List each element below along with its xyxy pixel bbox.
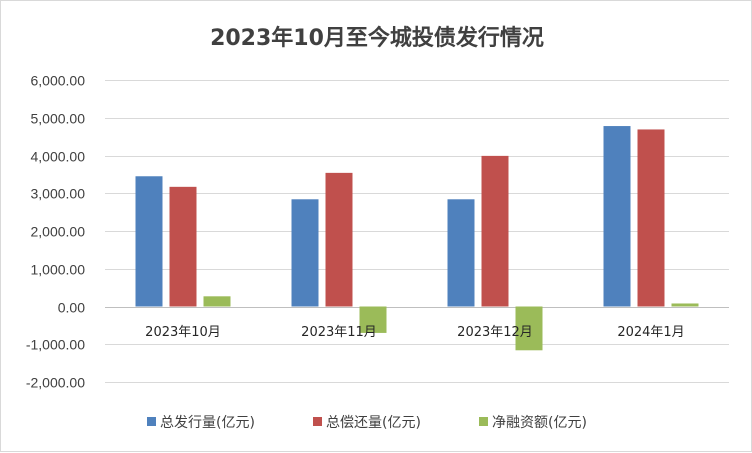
- bar-series-3-cat-2: [359, 306, 387, 333]
- y-tick-label: 3,000.00: [31, 186, 86, 202]
- legend-swatch: [479, 417, 488, 426]
- bars: [135, 126, 699, 351]
- x-axis-category-labels: 2023年10月 2023年11月 2023年12月 2024年1月: [145, 325, 685, 340]
- legend: 总发行量(亿元) 总偿还量(亿元) 净融资额(亿元): [147, 415, 587, 431]
- bar-series-2-cat-2: [325, 172, 353, 307]
- bar-series-2-cat-3: [481, 155, 509, 307]
- x-category-label: 2023年11月: [301, 325, 377, 340]
- bar-series-2-cat-1: [169, 186, 197, 307]
- y-tick-label: 2,000.00: [31, 224, 86, 240]
- bar-series-3-cat-4: [671, 303, 699, 307]
- legend-swatch: [313, 417, 322, 426]
- x-category-label: 2023年12月: [457, 325, 533, 340]
- legend-label: 净融资额(亿元): [492, 415, 587, 431]
- bar-series-2-cat-4: [637, 129, 665, 307]
- y-tick-label: 5,000.00: [31, 111, 86, 127]
- x-category-label: 2023年10月: [145, 325, 221, 340]
- y-tick-label: 6,000.00: [31, 73, 86, 89]
- gridlines: [105, 80, 729, 383]
- bar-series-1-cat-3: [447, 199, 475, 307]
- x-category-label: 2024年1月: [617, 325, 684, 340]
- y-tick-label: 1,000.00: [31, 262, 86, 278]
- legend-label: 总发行量(亿元): [160, 415, 255, 431]
- legend-swatch: [147, 417, 156, 426]
- y-tick-label: 0.00: [58, 300, 85, 316]
- y-tick-label: -2,000.00: [26, 375, 85, 391]
- y-tick-label: 4,000.00: [31, 149, 86, 165]
- y-axis-tick-labels: 6,000.00 5,000.00 4,000.00 3,000.00 2,000.00…: [26, 73, 85, 391]
- bar-series-3-cat-1: [203, 296, 231, 307]
- chart-title: 2023年10月至今城投债发行情况: [210, 25, 544, 51]
- y-tick-label: -1,000.00: [26, 337, 85, 353]
- bar-series-1-cat-1: [135, 176, 163, 307]
- bar-series-3-cat-3: [515, 306, 543, 351]
- bar-series-1-cat-4: [603, 126, 631, 307]
- legend-label: 总偿还量(亿元): [326, 415, 421, 431]
- bar-series-1-cat-2: [291, 199, 319, 307]
